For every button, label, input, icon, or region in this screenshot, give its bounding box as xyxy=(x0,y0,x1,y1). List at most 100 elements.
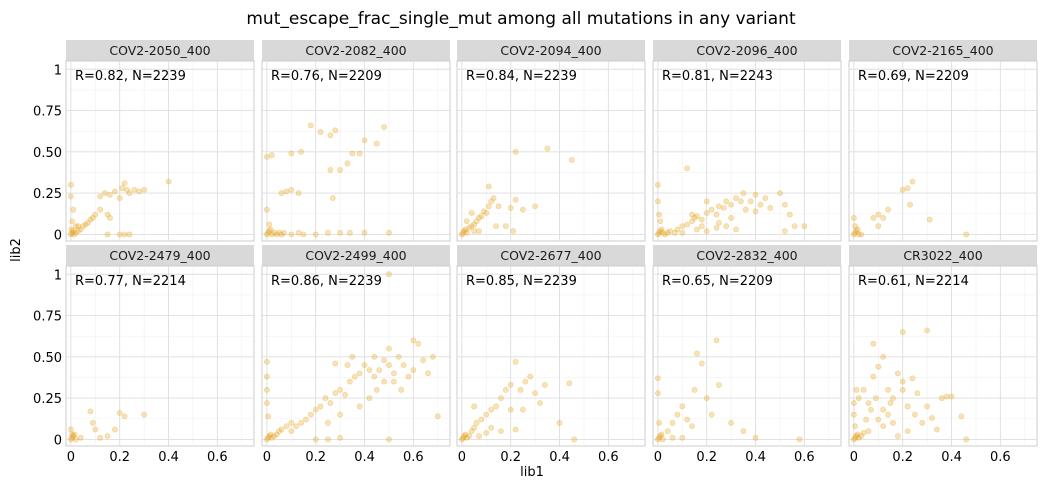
data-point xyxy=(89,214,96,221)
data-point xyxy=(654,231,661,238)
data-point xyxy=(689,423,696,430)
x-tick-label: 0.6 xyxy=(598,450,619,465)
data-point xyxy=(381,357,388,364)
facet-grid: COV2-2050_400 R=0.82, N=2239 0 0.25 0.50 0.75… xyxy=(33,40,1038,465)
facet-strip xyxy=(262,245,450,266)
data-point xyxy=(517,386,524,393)
data-point xyxy=(672,229,678,236)
data-point xyxy=(659,229,666,236)
facet-annotation: R=0.61, N=2214 xyxy=(858,274,969,289)
data-point xyxy=(295,190,302,197)
x-tick-label: 0.4 xyxy=(354,450,375,465)
data-point xyxy=(708,206,715,213)
data-point xyxy=(850,214,857,221)
data-point xyxy=(267,431,274,438)
data-point xyxy=(571,436,578,443)
plot-panel xyxy=(261,60,451,242)
data-point xyxy=(460,229,467,236)
data-point xyxy=(777,190,783,197)
data-point xyxy=(332,127,339,134)
data-point xyxy=(327,400,334,407)
data-point xyxy=(283,188,290,195)
data-point xyxy=(263,206,270,213)
data-point xyxy=(126,231,133,238)
data-point xyxy=(519,206,526,213)
data-point xyxy=(266,228,273,235)
data-point xyxy=(312,436,319,443)
data-point xyxy=(395,353,402,360)
data-point xyxy=(933,426,940,433)
data-point xyxy=(485,183,492,190)
y-tick-label: 0 xyxy=(54,433,62,448)
data-point xyxy=(293,423,300,430)
y-tick-label: 0.75 xyxy=(33,310,62,325)
data-point xyxy=(87,408,94,415)
data-point xyxy=(728,419,735,426)
data-point xyxy=(69,218,76,225)
facet-annotation: R=0.69, N=2209 xyxy=(858,69,969,84)
x-tick-label: 0 xyxy=(67,450,75,465)
data-point xyxy=(361,229,368,236)
data-point xyxy=(488,198,495,205)
data-point xyxy=(67,426,74,433)
data-point xyxy=(268,152,275,159)
data-point xyxy=(67,436,74,443)
facet-title: COV2-2082_400 xyxy=(305,43,406,58)
data-point xyxy=(268,231,275,238)
data-point xyxy=(466,433,473,440)
facet-strip xyxy=(457,40,645,61)
data-point xyxy=(67,193,74,200)
data-point xyxy=(356,370,363,377)
data-point xyxy=(659,436,666,443)
data-point xyxy=(288,150,295,157)
plot-panel xyxy=(65,60,255,242)
data-point xyxy=(889,419,896,426)
data-point xyxy=(327,132,334,139)
data-point xyxy=(713,224,720,231)
x-tick-label: 0.4 xyxy=(745,450,766,465)
data-point xyxy=(70,206,77,213)
data-point xyxy=(762,195,769,202)
chart-title: mut_escape_frac_single_mut among all mut… xyxy=(246,9,796,29)
data-point xyxy=(909,375,916,382)
data-point xyxy=(111,188,118,195)
data-point xyxy=(860,386,867,393)
data-point xyxy=(493,403,500,410)
data-point xyxy=(458,231,465,238)
data-point xyxy=(271,433,278,440)
data-point xyxy=(556,419,563,426)
data-point xyxy=(89,419,96,426)
data-point xyxy=(478,213,485,220)
facet-title: COV2-2094_400 xyxy=(500,43,601,58)
y-tick-label: 1 xyxy=(54,63,62,78)
data-point xyxy=(276,428,283,435)
data-point xyxy=(541,381,548,388)
data-point xyxy=(880,353,887,360)
data-point xyxy=(532,390,539,397)
data-point xyxy=(657,218,664,225)
data-point xyxy=(478,416,485,423)
data-point xyxy=(679,229,686,236)
data-point xyxy=(69,229,76,236)
data-point xyxy=(527,373,534,380)
facet-title: CR3022_400 xyxy=(903,248,982,263)
data-point xyxy=(471,403,478,410)
data-point xyxy=(381,124,388,131)
data-point xyxy=(502,386,509,393)
data-point xyxy=(361,137,368,144)
data-point xyxy=(899,378,906,385)
data-point xyxy=(485,203,492,210)
data-point xyxy=(473,419,480,426)
data-point xyxy=(136,188,143,195)
data-point xyxy=(850,400,857,407)
data-point xyxy=(566,380,573,387)
data-point xyxy=(740,190,747,197)
data-point xyxy=(532,203,539,210)
data-point xyxy=(97,193,104,200)
data-point xyxy=(948,393,955,400)
data-point xyxy=(684,221,691,228)
data-point xyxy=(70,231,77,238)
data-point xyxy=(265,434,272,441)
data-point xyxy=(654,390,661,397)
data-point xyxy=(307,122,314,129)
